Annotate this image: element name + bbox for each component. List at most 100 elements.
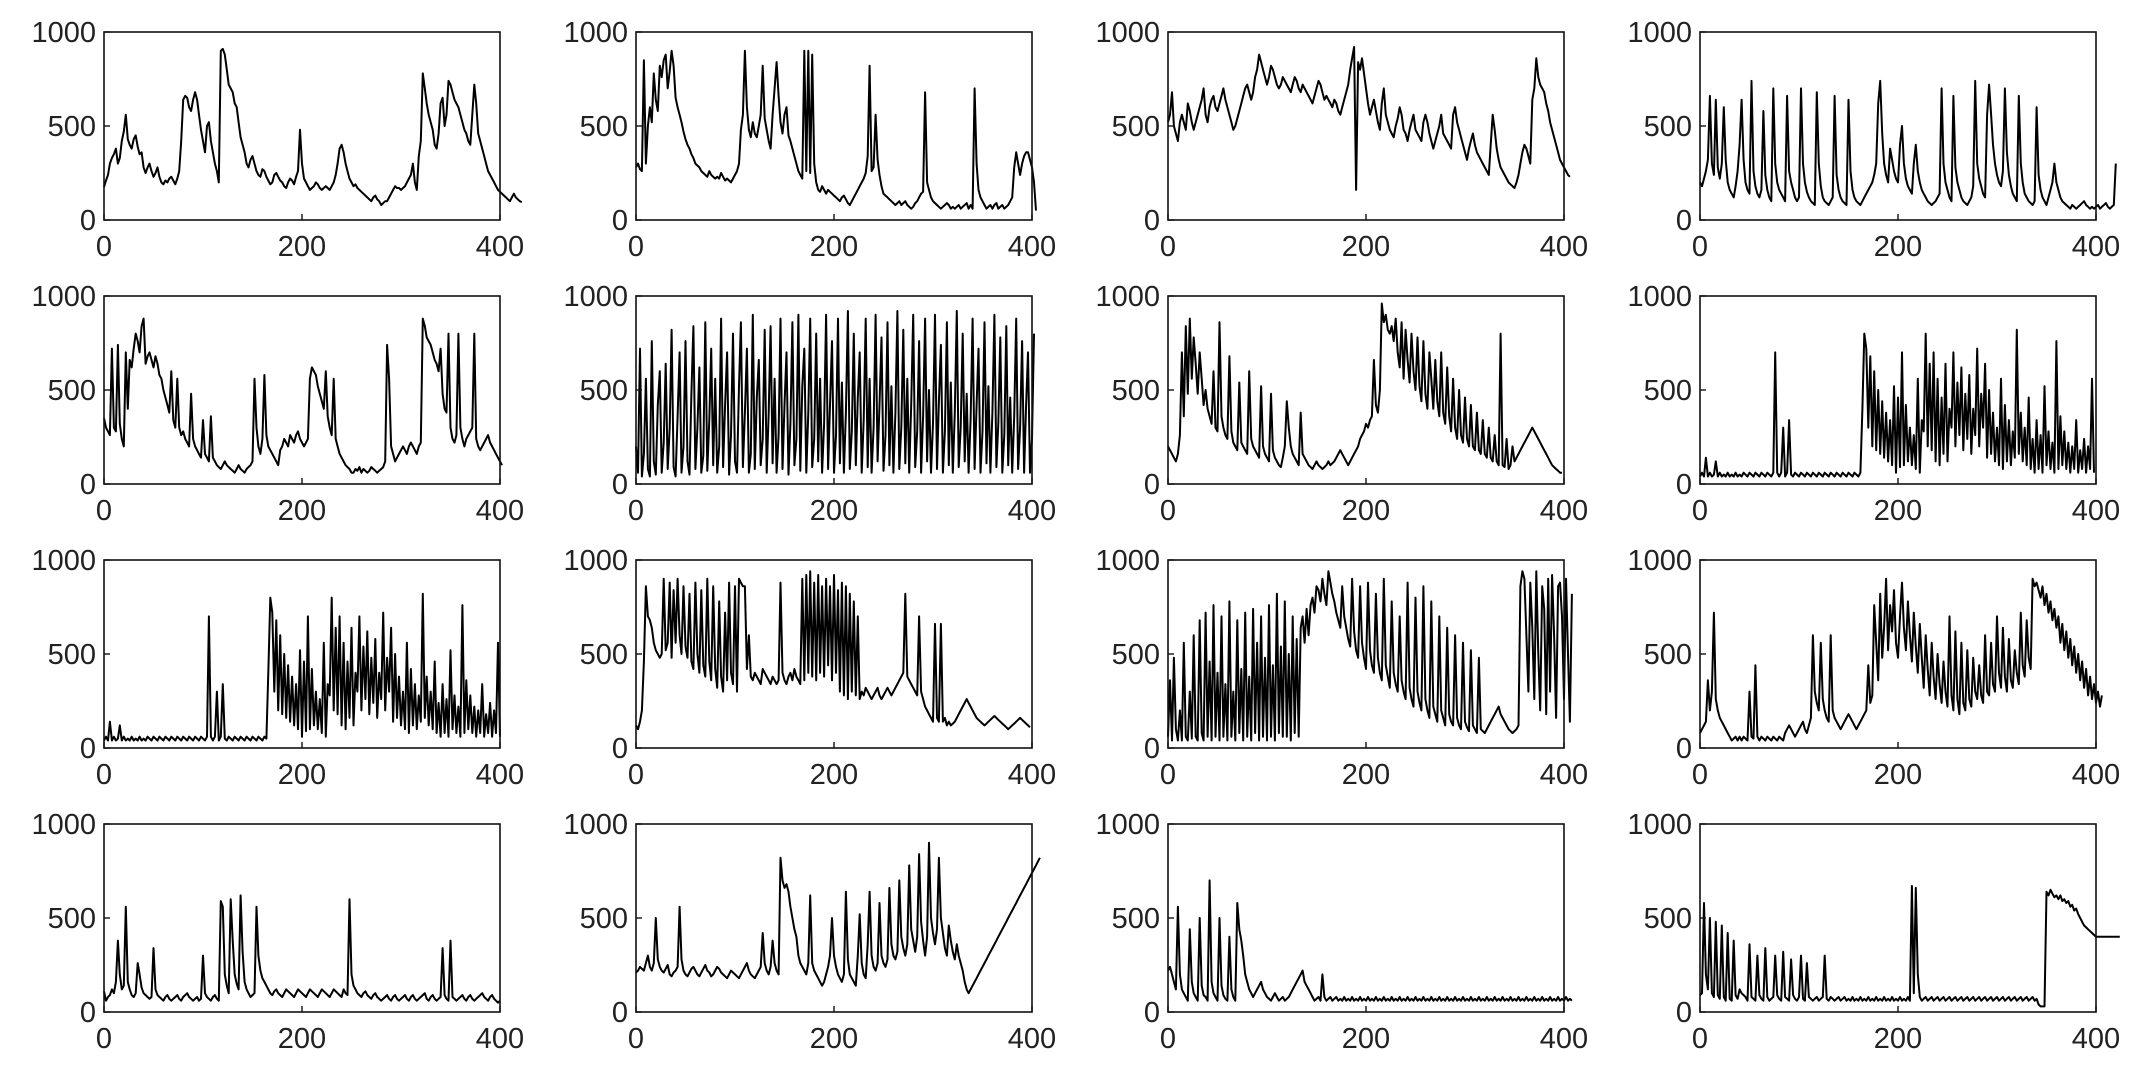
x-tick-label: 0 — [628, 1023, 644, 1055]
y-tick-label: 0 — [1676, 205, 1692, 237]
axes-frame — [1699, 295, 2097, 485]
subplot-12: 0 200 400 0 500 1000 — [1627, 545, 2120, 791]
series-line — [1699, 577, 2103, 742]
y-tick-label: 1000 — [563, 809, 628, 841]
y-tick-label: 1000 — [1095, 17, 1160, 49]
y-tick-label: 500 — [580, 903, 628, 935]
series-line — [103, 317, 503, 474]
y-tick-label: 1000 — [1627, 17, 1692, 49]
series-line — [635, 570, 1031, 731]
x-tick-label: 400 — [476, 1023, 524, 1055]
y-tick-label: 500 — [48, 375, 96, 407]
x-tick-label: 400 — [1540, 231, 1588, 263]
y-tick-label: 500 — [1112, 639, 1160, 671]
x-tick-label: 200 — [278, 495, 326, 527]
x-tick-label: 0 — [1692, 1023, 1708, 1055]
subplot-10: 0 200 400 0 500 1000 — [563, 545, 1056, 791]
y-tick-label: 0 — [612, 733, 628, 765]
y-tick-label: 0 — [80, 997, 96, 1029]
x-tick-label: 0 — [96, 231, 112, 263]
x-tick-label: 200 — [1874, 495, 1922, 527]
x-tick-label: 200 — [278, 231, 326, 263]
y-tick-label: 500 — [1112, 111, 1160, 143]
x-tick-label: 0 — [1692, 759, 1708, 791]
y-tick-label: 500 — [580, 375, 628, 407]
y-tick-label: 500 — [1112, 375, 1160, 407]
subplot-7: 0 200 400 0 500 1000 — [1095, 281, 1588, 527]
y-tick-label: 0 — [1144, 997, 1160, 1029]
x-tick-label: 200 — [810, 231, 858, 263]
series-line — [1167, 302, 1562, 474]
x-tick-label: 0 — [96, 1023, 112, 1055]
x-tick-label: 200 — [810, 495, 858, 527]
y-tick-label: 1000 — [31, 281, 96, 313]
series-line — [1167, 879, 1573, 1002]
series-line — [103, 592, 501, 742]
subplot-16: 0 200 400 0 500 1000 — [1627, 809, 2120, 1055]
x-tick-label: 200 — [1342, 759, 1390, 791]
series-line — [1699, 328, 2095, 478]
y-tick-label: 1000 — [1627, 545, 1692, 577]
y-tick-label: 500 — [1644, 111, 1692, 143]
x-tick-label: 0 — [1160, 495, 1176, 527]
y-tick-label: 0 — [1676, 469, 1692, 501]
x-tick-label: 200 — [1342, 495, 1390, 527]
x-tick-label: 0 — [1692, 495, 1708, 527]
x-tick-label: 0 — [96, 495, 112, 527]
x-tick-label: 200 — [278, 759, 326, 791]
subplot-1: 0 200 400 0 500 1000 — [31, 17, 524, 263]
x-tick-label: 200 — [1874, 1023, 1922, 1055]
x-tick-label: 400 — [476, 231, 524, 263]
subplot-3: 0 200 400 0 500 1000 — [1095, 17, 1588, 263]
x-tick-label: 200 — [1342, 231, 1390, 263]
series-line — [1167, 570, 1573, 742]
y-tick-label: 1000 — [31, 545, 96, 577]
series-line — [635, 841, 1041, 995]
x-tick-label: 200 — [1874, 231, 1922, 263]
series-line — [635, 49, 1037, 211]
y-tick-label: 500 — [1644, 639, 1692, 671]
x-tick-label: 0 — [96, 759, 112, 791]
subplot-8: 0 200 400 0 500 1000 — [1627, 281, 2120, 527]
x-tick-label: 0 — [1692, 231, 1708, 263]
x-tick-label: 400 — [1540, 495, 1588, 527]
y-tick-label: 0 — [80, 469, 96, 501]
x-tick-label: 400 — [1008, 1023, 1056, 1055]
subplot-5: 0 200 400 0 500 1000 — [31, 281, 524, 527]
y-tick-label: 1000 — [31, 809, 96, 841]
y-tick-label: 0 — [612, 205, 628, 237]
subplot-11: 0 200 400 0 500 1000 — [1095, 545, 1588, 791]
y-tick-label: 1000 — [563, 17, 628, 49]
series-line — [1699, 885, 2120, 1008]
y-tick-label: 0 — [1144, 469, 1160, 501]
y-tick-label: 1000 — [563, 545, 628, 577]
subplot-14: 0 200 400 0 500 1000 — [563, 809, 1056, 1055]
x-tick-label: 0 — [628, 759, 644, 791]
x-tick-label: 200 — [1874, 759, 1922, 791]
y-tick-label: 1000 — [31, 17, 96, 49]
y-tick-label: 0 — [1676, 997, 1692, 1029]
subplot-15: 0 200 400 0 500 1000 — [1095, 809, 1588, 1055]
series-line — [635, 310, 1035, 478]
y-tick-label: 1000 — [1627, 281, 1692, 313]
y-tick-label: 1000 — [563, 281, 628, 313]
y-tick-label: 1000 — [1095, 545, 1160, 577]
y-tick-label: 500 — [1112, 903, 1160, 935]
subplot-4: 0 200 400 0 500 1000 — [1627, 17, 2120, 263]
y-tick-label: 0 — [1676, 733, 1692, 765]
axes-frame — [1167, 31, 1565, 221]
x-tick-label: 200 — [810, 1023, 858, 1055]
x-tick-label: 400 — [476, 495, 524, 527]
y-tick-label: 500 — [48, 111, 96, 143]
y-tick-label: 500 — [580, 639, 628, 671]
x-tick-label: 200 — [810, 759, 858, 791]
y-tick-label: 500 — [48, 639, 96, 671]
x-tick-label: 400 — [1008, 759, 1056, 791]
y-tick-label: 0 — [80, 205, 96, 237]
y-tick-label: 0 — [80, 733, 96, 765]
x-tick-label: 400 — [2072, 495, 2120, 527]
x-tick-label: 400 — [476, 759, 524, 791]
x-tick-label: 200 — [278, 1023, 326, 1055]
x-tick-label: 0 — [1160, 759, 1176, 791]
